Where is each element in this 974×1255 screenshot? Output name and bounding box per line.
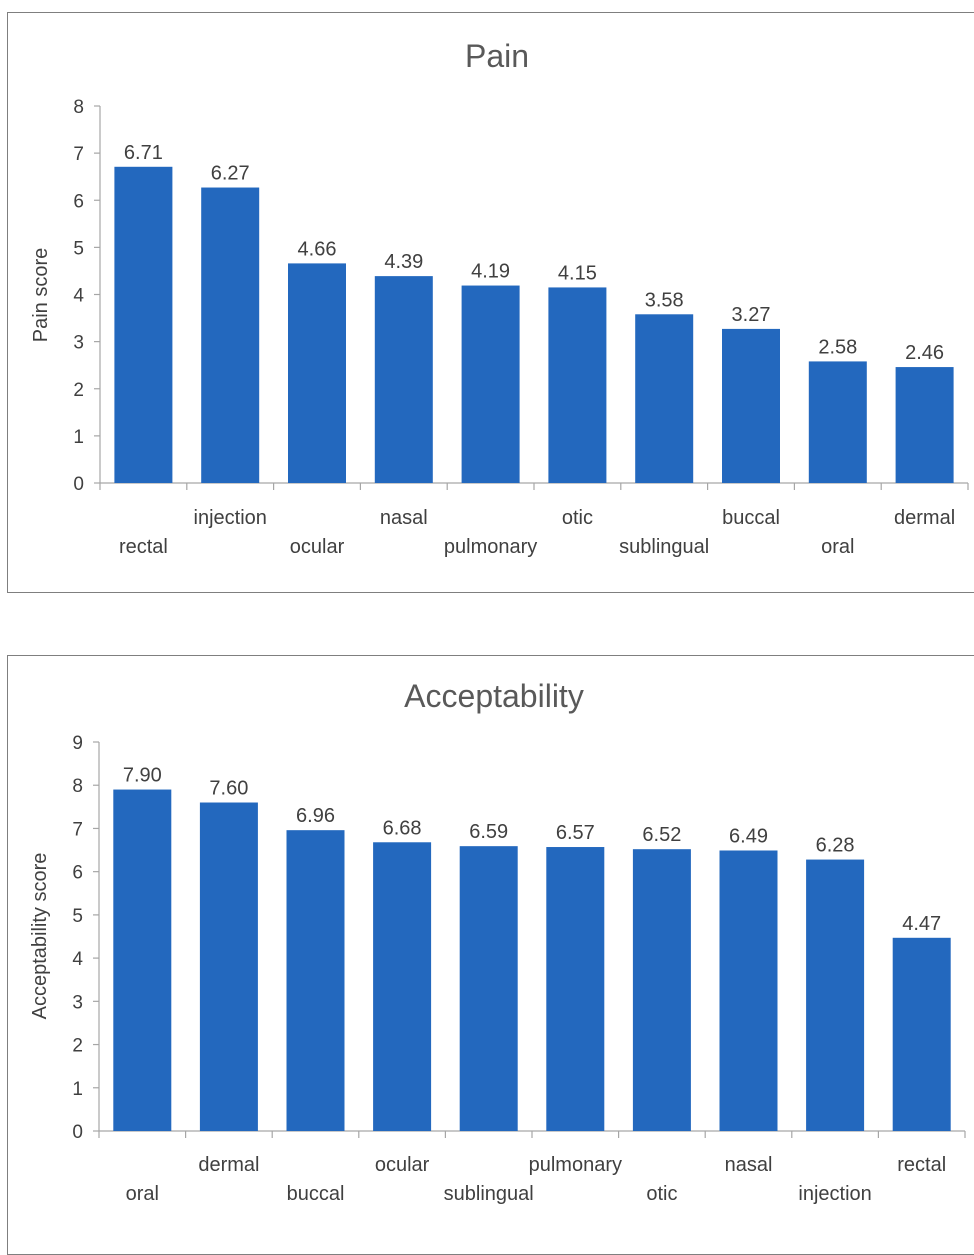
y-tick-label: 8 bbox=[73, 97, 84, 118]
data-label: 4.66 bbox=[298, 238, 337, 260]
data-label: 6.49 bbox=[729, 825, 768, 847]
y-tick-label: 4 bbox=[73, 286, 84, 307]
x-category-label: buccal bbox=[287, 1183, 345, 1205]
data-label: 4.15 bbox=[558, 262, 597, 284]
y-tick-label: 0 bbox=[72, 1122, 83, 1143]
data-label: 2.46 bbox=[905, 342, 944, 364]
bar-sublingual bbox=[459, 846, 518, 1131]
data-label: 6.57 bbox=[556, 822, 595, 844]
y-tick-label: 7 bbox=[73, 144, 84, 165]
y-tick-label: 4 bbox=[72, 949, 83, 970]
bar-rectal bbox=[114, 166, 173, 483]
x-category-label: injection bbox=[194, 507, 267, 529]
bar-ocular bbox=[288, 263, 346, 483]
x-category-label: sublingual bbox=[444, 1183, 534, 1205]
data-label: 2.58 bbox=[818, 336, 857, 358]
data-label: 6.68 bbox=[383, 817, 422, 839]
y-tick-label: 1 bbox=[72, 1079, 83, 1100]
x-category-label: injection bbox=[798, 1183, 871, 1205]
data-label: 4.47 bbox=[902, 913, 941, 935]
data-label: 3.58 bbox=[645, 289, 684, 311]
bar-oral bbox=[113, 789, 172, 1131]
bar-injection bbox=[201, 187, 260, 483]
x-category-label: ocular bbox=[290, 536, 345, 558]
bar-ocular bbox=[373, 842, 432, 1131]
x-category-label: pulmonary bbox=[529, 1154, 622, 1176]
chart-title: Pain bbox=[465, 38, 529, 74]
bar-buccal bbox=[286, 830, 345, 1131]
y-tick-label: 1 bbox=[73, 427, 84, 448]
bar-otic bbox=[632, 849, 691, 1131]
x-category-label: rectal bbox=[897, 1154, 946, 1176]
y-tick-label: 6 bbox=[73, 191, 84, 212]
data-label: 6.96 bbox=[296, 805, 335, 827]
y-axis-label: Acceptability score bbox=[29, 853, 51, 1020]
bar-otic bbox=[548, 287, 607, 483]
x-category-label: dermal bbox=[894, 507, 955, 529]
bar-dermal bbox=[895, 367, 954, 483]
y-tick-label: 5 bbox=[72, 906, 83, 927]
y-tick-label: 0 bbox=[73, 474, 84, 495]
x-category-label: dermal bbox=[198, 1154, 259, 1176]
x-category-label: oral bbox=[126, 1183, 159, 1205]
y-tick-label: 3 bbox=[72, 992, 83, 1013]
data-label: 7.60 bbox=[209, 778, 248, 800]
bar-sublingual bbox=[635, 314, 694, 483]
y-tick-label: 3 bbox=[73, 333, 84, 354]
data-label: 4.39 bbox=[384, 251, 423, 273]
y-axis-label: Pain score bbox=[30, 248, 52, 343]
bar-nasal bbox=[719, 850, 778, 1131]
x-category-label: rectal bbox=[119, 536, 168, 558]
data-label: 6.27 bbox=[211, 163, 250, 185]
bar-buccal bbox=[722, 328, 780, 483]
bar-injection bbox=[806, 859, 865, 1131]
bar-rectal bbox=[892, 937, 951, 1131]
x-category-label: buccal bbox=[722, 507, 780, 529]
data-label: 6.52 bbox=[642, 824, 681, 846]
x-category-label: nasal bbox=[725, 1154, 773, 1176]
bar-nasal bbox=[374, 276, 433, 483]
y-tick-label: 8 bbox=[72, 776, 83, 797]
x-category-label: otic bbox=[646, 1183, 677, 1205]
data-label: 7.90 bbox=[123, 765, 162, 787]
x-category-label: sublingual bbox=[619, 536, 709, 558]
y-tick-label: 5 bbox=[73, 238, 84, 259]
acceptability-chart: Acceptability Acceptability score 0 1 2 3 4 5… bbox=[29, 678, 966, 1205]
bar-pulmonary bbox=[461, 285, 520, 483]
y-tick-label: 2 bbox=[73, 380, 84, 401]
x-category-label: pulmonary bbox=[444, 536, 537, 558]
y-tick-label: 6 bbox=[72, 863, 83, 884]
x-category-label: oral bbox=[821, 536, 854, 558]
bar-pulmonary bbox=[546, 847, 605, 1131]
x-category-label: otic bbox=[562, 507, 593, 529]
data-label: 4.19 bbox=[471, 261, 510, 283]
chart-title: Acceptability bbox=[404, 678, 584, 714]
x-category-label: nasal bbox=[380, 507, 428, 529]
pain-chart: Pain Pain score 0 1 2 3 4 5 6 7 8 6.71 rectal 6.27 i… bbox=[30, 38, 969, 558]
y-tick-label: 7 bbox=[72, 819, 83, 840]
y-tick-label: 2 bbox=[72, 1036, 83, 1057]
y-tick-label: 9 bbox=[72, 733, 83, 754]
bar-dermal bbox=[199, 802, 258, 1131]
data-label: 6.59 bbox=[469, 821, 508, 843]
data-label: 6.28 bbox=[816, 835, 855, 857]
x-category-label: ocular bbox=[375, 1154, 430, 1176]
data-label: 6.71 bbox=[124, 142, 163, 164]
data-label: 3.27 bbox=[732, 304, 771, 326]
bar-oral bbox=[808, 361, 867, 483]
